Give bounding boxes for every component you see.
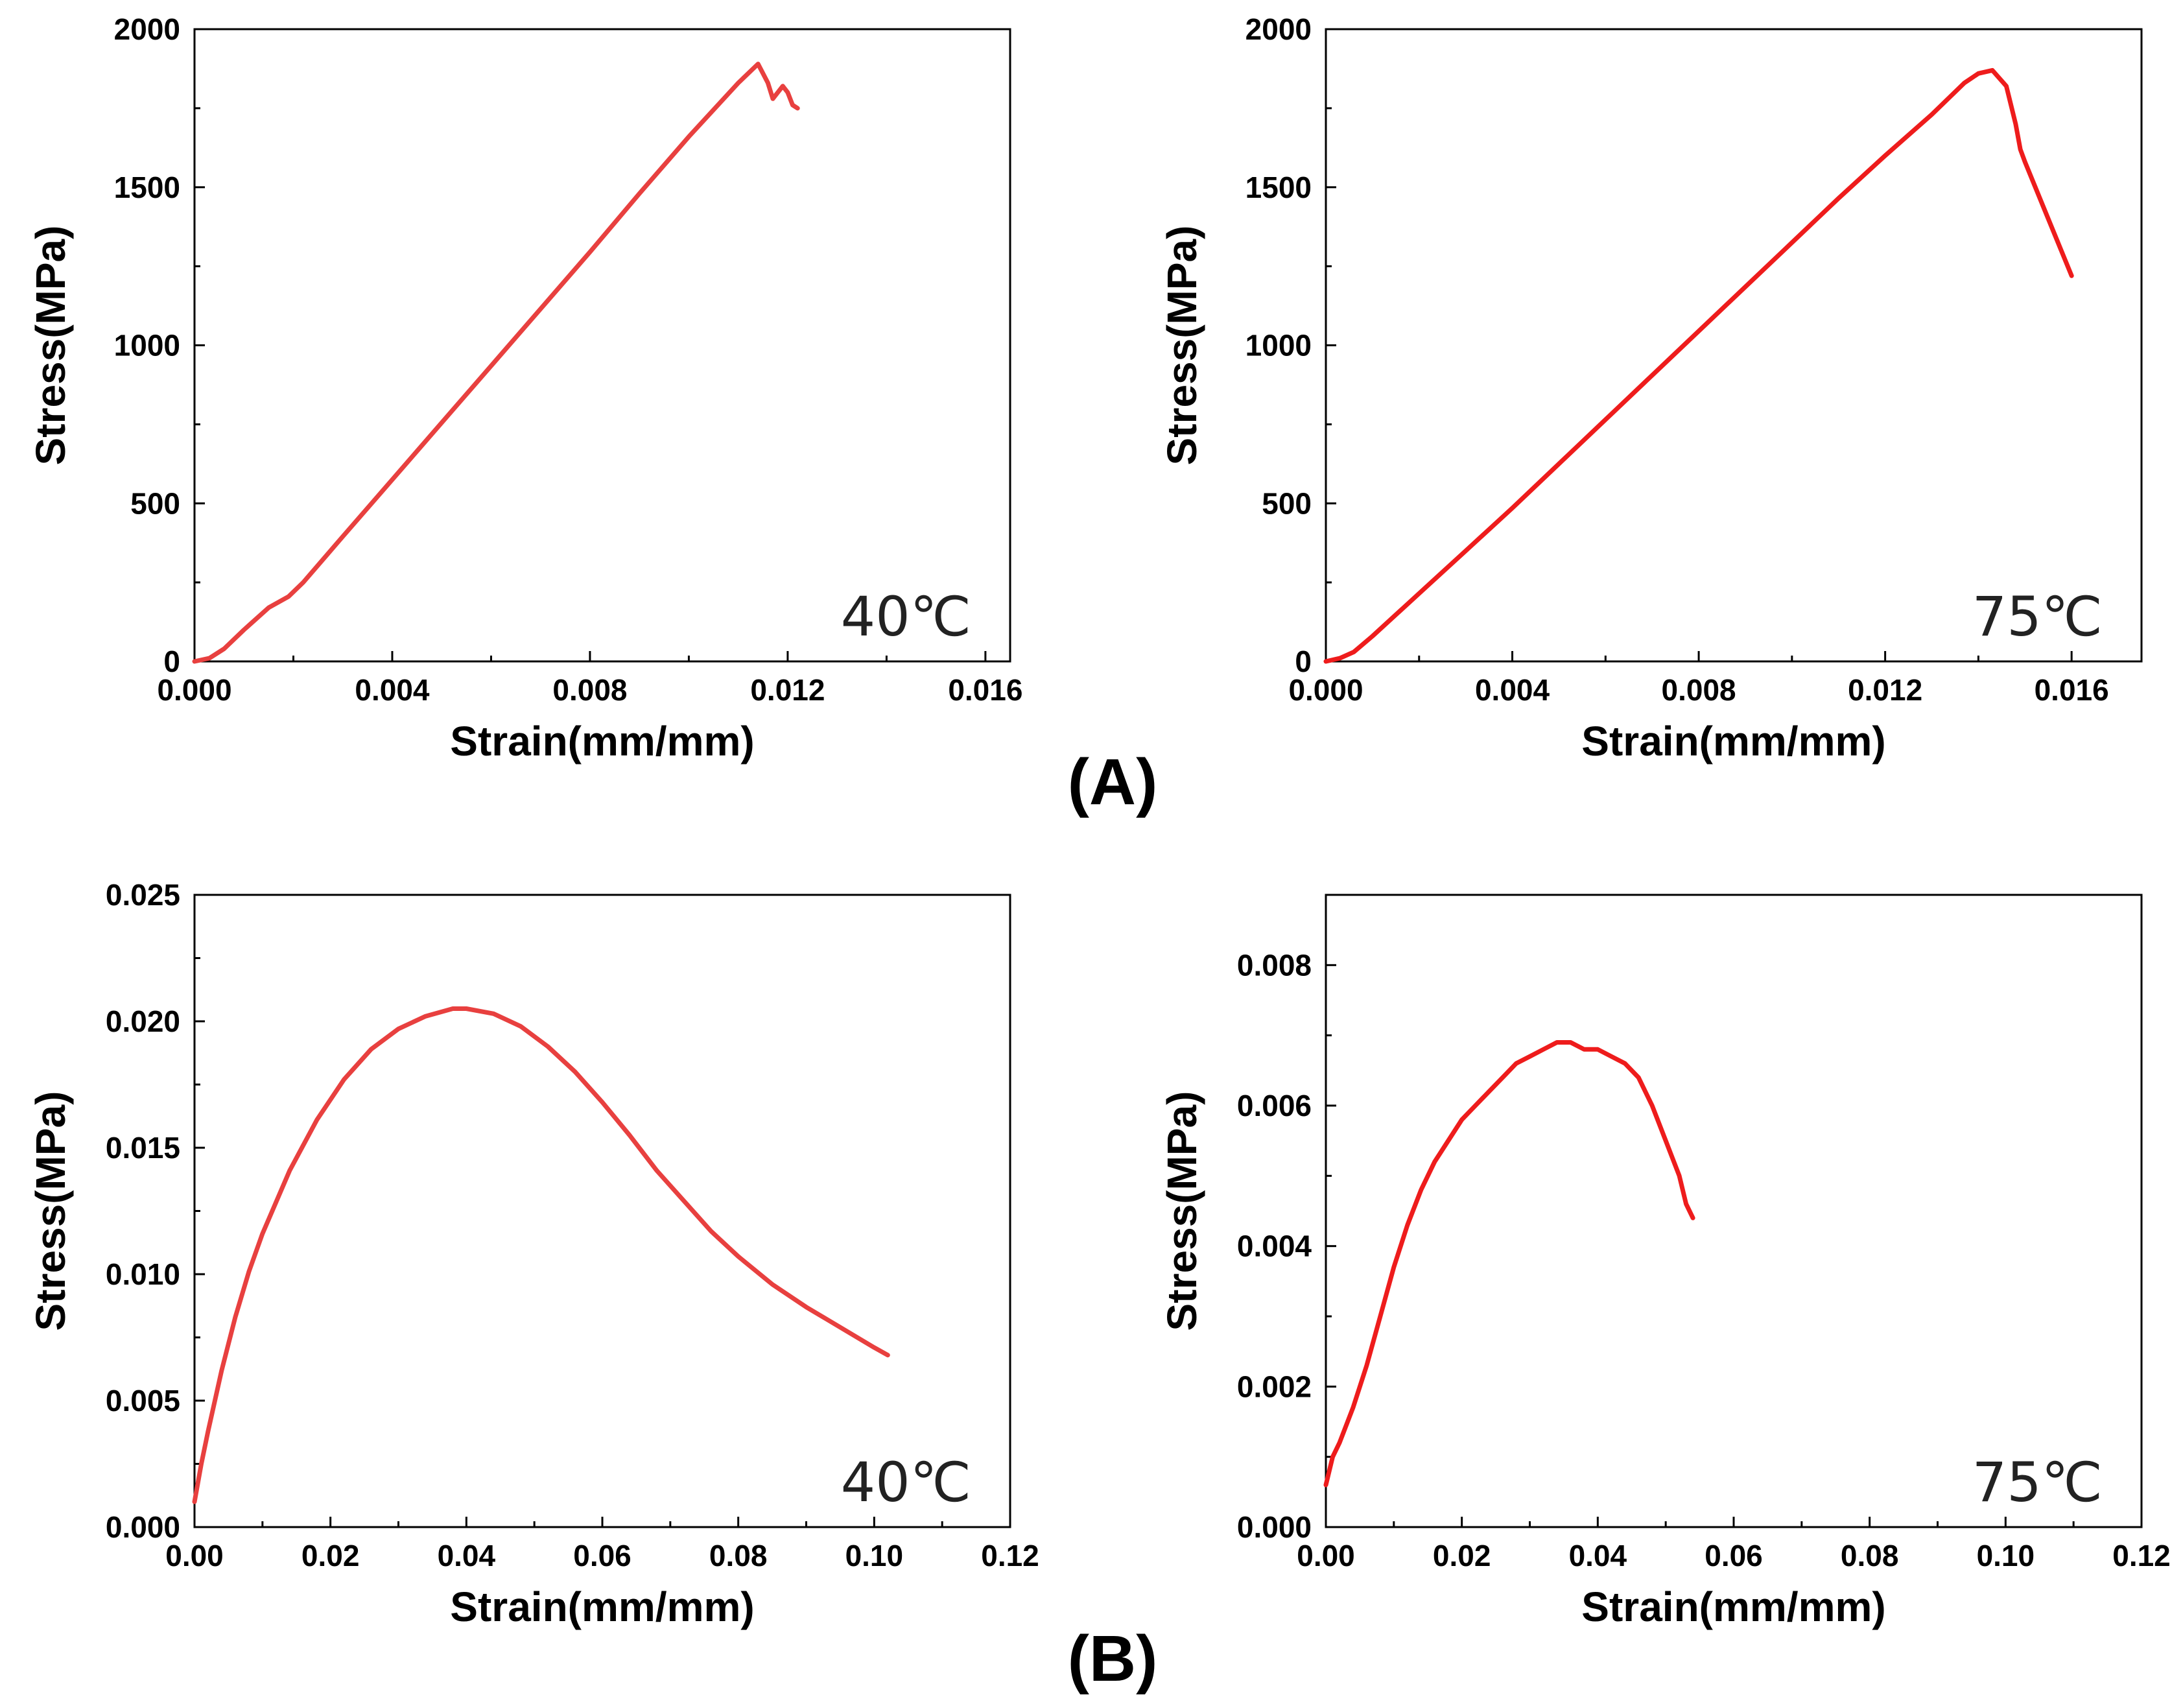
y-tick-label: 0.002 — [1237, 1370, 1312, 1403]
y-tick-label: 0.006 — [1237, 1089, 1312, 1122]
x-tick-label: 0.00 — [1297, 1539, 1355, 1572]
series-line — [1323, 67, 2074, 664]
x-axis-label: Strain(mm/mm) — [450, 1583, 754, 1630]
series-line — [192, 62, 800, 664]
y-tick-label: 0.015 — [106, 1131, 180, 1165]
y-tick-label: 2000 — [114, 12, 180, 46]
chart-a-75c: 0.000 0.004 0.008 0.012 0.016 0 500 1000 1500 200… — [1159, 12, 2143, 765]
series-line — [1323, 1040, 1695, 1488]
panel-label-a: (A) — [1068, 746, 1158, 818]
x-tick-label: 0.008 — [552, 673, 627, 707]
temperature-annotation: 40℃ — [841, 585, 971, 648]
x-tick-label: 0.04 — [438, 1539, 496, 1572]
y-tick-label: 0.008 — [1237, 948, 1312, 982]
x-tick-label: 0.08 — [709, 1539, 768, 1572]
x-tick-label: 0.06 — [1705, 1539, 1763, 1572]
y-axis-label: Stress(MPa) — [1159, 226, 1205, 466]
y-tick-label: 1500 — [1245, 171, 1312, 204]
chart-b-75c: 0.00 0.02 0.04 0.06 0.08 0.10 0.12 0.000 0.002 0.… — [1159, 894, 2171, 1630]
y-tick-label: 0 — [1295, 645, 1312, 678]
temperature-annotation: 75℃ — [1972, 585, 2103, 648]
y-tick-label: 1000 — [114, 329, 180, 362]
y-tick-label: 0 — [163, 645, 180, 678]
y-tick-label: 2000 — [1245, 12, 1312, 46]
y-tick-label: 0.020 — [106, 1004, 180, 1038]
x-tick-label: 0.10 — [1977, 1539, 2035, 1572]
x-tick-label: 0.012 — [750, 673, 825, 707]
temperature-annotation: 40℃ — [841, 1451, 971, 1514]
x-tick-label: 0.10 — [845, 1539, 904, 1572]
y-tick-label: 0.004 — [1237, 1229, 1312, 1263]
y-tick-label: 1500 — [114, 171, 180, 204]
y-tick-label: 500 — [130, 486, 180, 520]
plot-frame — [1325, 894, 2143, 1528]
x-tick-label: 0.000 — [157, 673, 231, 707]
y-tick-label: 0.000 — [1237, 1510, 1312, 1544]
x-tick-label: 0.000 — [1288, 673, 1363, 707]
x-axis-label: Strain(mm/mm) — [1581, 1583, 1885, 1630]
x-axis-label: Strain(mm/mm) — [1581, 718, 1885, 765]
y-axis-label: Stress(MPa) — [1159, 1091, 1205, 1331]
x-tick-label: 0.008 — [1662, 673, 1736, 707]
x-tick-label: 0.12 — [981, 1539, 1039, 1572]
y-tick-label: 500 — [1262, 486, 1312, 520]
x-tick-label: 0.06 — [573, 1539, 631, 1572]
x-axis-label: Strain(mm/mm) — [450, 718, 754, 765]
plot-frame — [193, 894, 1011, 1528]
x-tick-label: 0.08 — [1841, 1539, 1899, 1572]
x-tick-label: 0.016 — [2035, 673, 2109, 707]
panel-label-b: (B) — [1068, 1622, 1158, 1695]
x-tick-label: 0.004 — [355, 673, 430, 707]
x-tick-label: 0.016 — [948, 673, 1022, 707]
series-line — [192, 1006, 890, 1504]
y-tick-label: 1000 — [1245, 329, 1312, 362]
x-tick-label: 0.02 — [1433, 1539, 1491, 1572]
chart-b-40c: 0.00 0.02 0.04 0.06 0.08 0.10 0.12 0.000 0.005 0.… — [27, 878, 1039, 1630]
x-tick-label: 0.02 — [301, 1539, 360, 1572]
x-tick-label: 0.012 — [1848, 673, 1922, 707]
y-tick-label: 0.005 — [106, 1384, 180, 1417]
x-tick-label: 0.12 — [2112, 1539, 2171, 1572]
x-tick-label: 0.004 — [1475, 673, 1550, 707]
chart-a-40c: 0.000 0.004 0.008 0.012 0.016 0 500 1000 1500 200… — [27, 12, 1022, 765]
x-tick-label: 0.00 — [165, 1539, 224, 1572]
y-axis-label: Stress(MPa) — [27, 1091, 74, 1331]
y-tick-label: 0.010 — [106, 1257, 180, 1291]
x-tick-label: 0.04 — [1569, 1539, 1627, 1572]
y-tick-label: 0.000 — [106, 1510, 180, 1544]
y-axis-label: Stress(MPa) — [27, 226, 74, 466]
temperature-annotation: 75℃ — [1972, 1451, 2103, 1514]
y-tick-label: 0.025 — [106, 878, 180, 912]
